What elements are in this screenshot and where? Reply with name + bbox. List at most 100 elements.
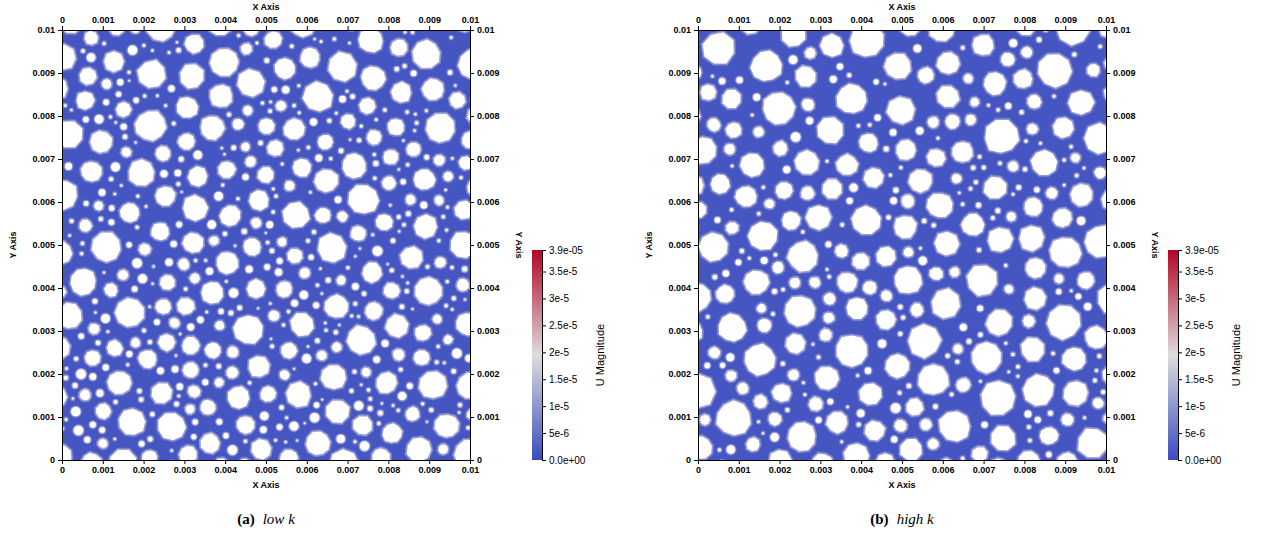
- grain: [897, 331, 903, 337]
- grain: [308, 190, 312, 194]
- grain: [1023, 286, 1047, 311]
- tick-label: 0.007: [337, 465, 360, 475]
- tick-label: 0.009: [1113, 68, 1136, 78]
- grain: [301, 353, 311, 363]
- grain: [890, 436, 898, 444]
- grain: [103, 50, 125, 73]
- grain: [784, 295, 816, 327]
- grain: [299, 267, 311, 279]
- grain: [815, 416, 822, 423]
- tick-mark: [184, 26, 185, 30]
- grain: [320, 292, 323, 295]
- grain: [461, 130, 470, 149]
- tick: 0.001: [32, 412, 62, 422]
- grain: [976, 305, 983, 312]
- grain: [900, 315, 905, 320]
- grain: [357, 30, 383, 54]
- tick-mark: [1178, 325, 1182, 326]
- tick: 0.003: [668, 326, 698, 336]
- grain: [117, 269, 130, 281]
- grain: [128, 158, 155, 186]
- grain: [120, 146, 132, 158]
- tick-mark: [698, 26, 699, 30]
- grain: [1036, 37, 1043, 44]
- grain: [128, 79, 131, 82]
- grain: [269, 344, 275, 350]
- tick-mark: [225, 26, 226, 30]
- grain: [185, 404, 196, 415]
- tick-mark: [1106, 245, 1110, 246]
- tick-mark: [984, 26, 985, 30]
- tick-mark: [429, 460, 430, 464]
- tick-mark: [542, 433, 546, 434]
- grain: [397, 391, 407, 401]
- grain: [944, 113, 961, 129]
- grain: [130, 337, 141, 349]
- tick: 5e-6: [542, 428, 569, 439]
- grain: [264, 264, 271, 271]
- grain: [736, 76, 744, 84]
- tick: 0.009: [418, 15, 441, 30]
- grain: [193, 150, 203, 160]
- grain: [990, 425, 1016, 451]
- tick: 0.009: [1106, 68, 1136, 78]
- grain: [739, 152, 765, 178]
- grain: [83, 30, 99, 46]
- tick-label: 2.5e-5: [549, 320, 578, 331]
- axis-title: X Axis: [888, 2, 915, 12]
- tick: 2e-5: [542, 347, 569, 358]
- tick-mark: [58, 159, 62, 160]
- grain: [773, 252, 778, 257]
- grain: [756, 211, 761, 216]
- tick-label: 0.003: [174, 15, 197, 25]
- tick-mark: [820, 26, 821, 30]
- grain: [1070, 152, 1081, 163]
- tick-label: 0.007: [973, 465, 996, 475]
- grain: [232, 314, 264, 344]
- tick-mark: [902, 26, 903, 30]
- grain: [350, 94, 356, 100]
- grain: [789, 277, 802, 289]
- tick: 0.01: [37, 25, 62, 35]
- grain: [880, 289, 893, 302]
- tick-mark: [780, 460, 781, 464]
- tick: 1.5e-5: [1178, 374, 1214, 385]
- grain: [453, 199, 470, 220]
- grain: [80, 161, 103, 183]
- grain: [726, 444, 736, 454]
- grain: [91, 232, 122, 263]
- tick-mark: [58, 116, 62, 117]
- grain: [949, 392, 954, 397]
- tick-mark: [144, 26, 145, 30]
- tick-label: 5e-6: [549, 428, 569, 439]
- grain: [768, 449, 792, 460]
- grain: [735, 259, 742, 266]
- tick-label: 0.009: [32, 68, 55, 78]
- grain: [1006, 211, 1018, 223]
- grain: [301, 80, 333, 112]
- grain: [359, 124, 364, 129]
- tick: 0.006: [32, 197, 62, 207]
- grain: [753, 126, 765, 138]
- grain: [169, 317, 181, 329]
- grain: [336, 434, 346, 444]
- tick-mark: [1106, 30, 1110, 31]
- grain: [450, 156, 454, 160]
- grain: [180, 190, 183, 193]
- grain: [730, 164, 734, 168]
- grain: [414, 276, 442, 306]
- grain: [264, 57, 270, 63]
- grain: [99, 426, 106, 433]
- tick-label: 0.007: [32, 154, 55, 164]
- grain: [966, 338, 972, 344]
- grain: [134, 110, 167, 142]
- tick-label: 0.009: [418, 465, 441, 475]
- grain: [873, 78, 880, 85]
- grain: [849, 30, 885, 58]
- grain: [176, 181, 181, 186]
- tick: 0.004: [668, 283, 698, 293]
- grain: [722, 269, 730, 277]
- grain: [447, 69, 453, 75]
- grain: [725, 370, 737, 382]
- grain: [756, 302, 767, 314]
